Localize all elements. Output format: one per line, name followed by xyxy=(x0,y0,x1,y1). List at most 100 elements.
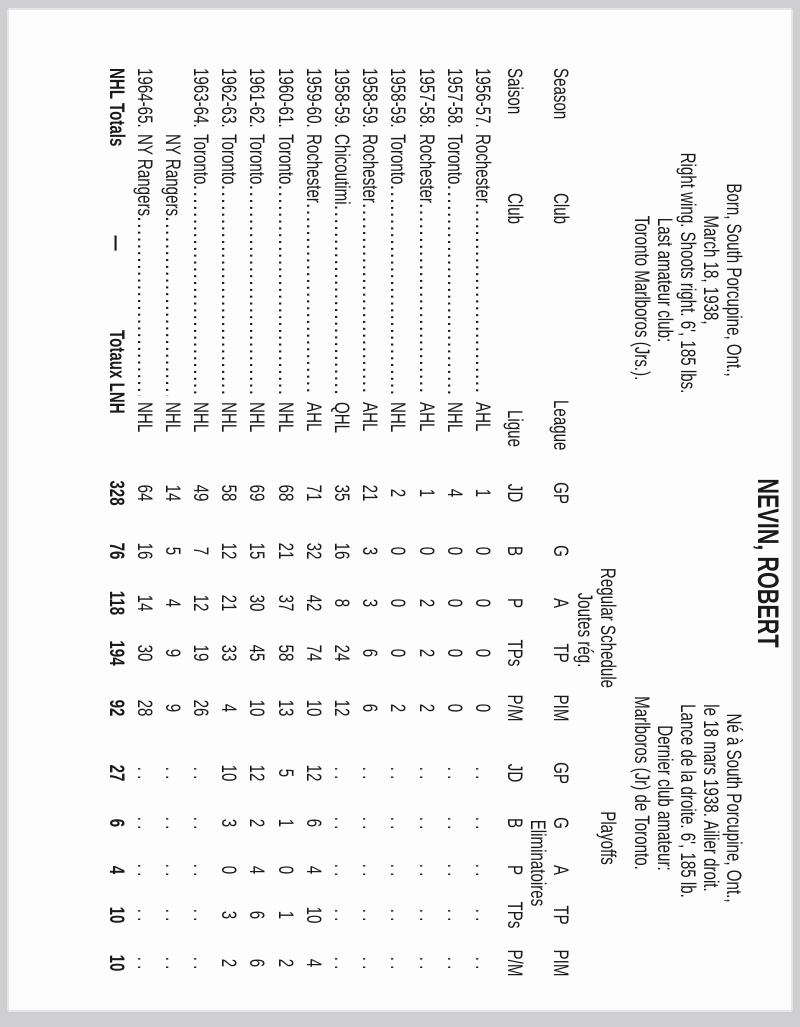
regular-header-fr-gp: JD xyxy=(503,483,526,503)
playoff-header-g: G xyxy=(549,817,572,829)
club-name: Toronto xyxy=(442,134,465,185)
playoff-tp: . . xyxy=(386,908,410,922)
playoff-tp: . . xyxy=(358,908,382,922)
regular-pim: 26 xyxy=(189,699,212,717)
dot-leader xyxy=(386,184,408,396)
playoff-gp: 12 xyxy=(245,764,269,782)
regular-a: 0 xyxy=(442,598,466,608)
playoff-g: 6 xyxy=(301,818,325,828)
playoff-a: 4 xyxy=(301,865,325,875)
club-name: Rochester xyxy=(301,134,324,203)
dot-leader xyxy=(189,184,211,396)
playoff-header-pim: PIM xyxy=(549,949,572,977)
playoff-tp: 1 xyxy=(273,910,297,920)
regular-header-tp: TP xyxy=(549,643,572,663)
regular-a: 37 xyxy=(273,594,297,612)
playoff-tp: . . xyxy=(189,908,212,922)
row-league: NHL xyxy=(245,402,269,433)
totals-regular-a: 118 xyxy=(105,590,128,616)
playoff-pim: 2 xyxy=(273,958,297,968)
regular-pim: 2 xyxy=(386,703,410,713)
regular-gp: 64 xyxy=(132,484,156,502)
playoff-tp: . . xyxy=(132,908,156,922)
regular-g: 3 xyxy=(358,546,382,556)
playoff-a: . . xyxy=(330,863,353,877)
row-season: 1964-65. xyxy=(132,68,156,128)
club-name: NY Rangers xyxy=(132,134,155,217)
row-season: 1960-61. xyxy=(273,68,297,128)
regular-g: 5 xyxy=(160,546,184,556)
playoff-gp: 5 xyxy=(273,768,297,778)
totals-playoff-g: 6 xyxy=(105,818,128,828)
playoff-header-fr-g: B xyxy=(503,817,526,829)
regular-a: 12 xyxy=(189,594,212,612)
regular-tp: 0 xyxy=(386,648,410,658)
playoff-a: . . xyxy=(358,863,382,877)
regular-pim: 4 xyxy=(217,703,241,713)
regular-tp: 74 xyxy=(301,644,325,662)
regular-pim: 13 xyxy=(273,699,297,717)
regular-tp: 33 xyxy=(217,644,241,662)
playoff-pim: . . xyxy=(160,956,184,970)
regular-pim: 28 xyxy=(132,699,156,717)
club-name: Rochester xyxy=(414,134,437,203)
regular-a: 30 xyxy=(245,594,269,612)
regular-header-fr-pim: P/M xyxy=(503,694,526,722)
header-club-fr: Club xyxy=(503,193,526,225)
header-joutes-reg: Joutes rég. xyxy=(573,592,596,668)
regular-gp: 2 xyxy=(386,488,410,498)
bio-fr-line: Lance de la droite. 6', 185 lb. xyxy=(676,704,699,898)
dot-leader xyxy=(302,203,324,396)
playoff-gp: 12 xyxy=(301,764,325,782)
regular-tp: 19 xyxy=(189,644,212,662)
playoff-gp: . . xyxy=(471,766,494,780)
playoff-tp: . . xyxy=(442,908,466,922)
playoff-pim: . . xyxy=(358,956,382,970)
regular-header-fr-g: B xyxy=(503,545,526,557)
header-club: Club xyxy=(549,193,572,225)
regular-header-fr-a: P xyxy=(503,597,526,609)
regular-tp: 30 xyxy=(132,644,156,662)
regular-g: 15 xyxy=(245,542,269,560)
regular-gp: 35 xyxy=(330,484,353,502)
row-league: NHL xyxy=(160,402,184,433)
totals-label: NHL Totals xyxy=(105,68,128,147)
playoff-a: 0 xyxy=(273,865,297,875)
regular-a: 0 xyxy=(471,598,494,608)
regular-gp: 1 xyxy=(471,488,494,498)
row-league: AHL xyxy=(471,402,494,432)
playoff-tp: . . xyxy=(330,908,353,922)
playoff-g: . . xyxy=(386,816,410,830)
card-back: NEVIN, ROBERT Born, South Porcupine, Ont… xyxy=(7,8,793,1012)
playoff-gp: . . xyxy=(358,766,382,780)
playoff-tp: 6 xyxy=(245,910,269,920)
row-league: AHL xyxy=(358,402,382,432)
row-club: Chicoutimi xyxy=(330,134,352,396)
regular-a: 2 xyxy=(414,598,438,608)
regular-gp: 49 xyxy=(189,484,212,502)
dot-leader xyxy=(471,203,493,396)
row-club: Toronto xyxy=(217,134,239,396)
regular-header-pim: PIM xyxy=(549,694,572,722)
regular-tp: 45 xyxy=(245,644,269,662)
row-season: 1958-59. xyxy=(386,68,410,128)
bio-en-line: Right wing. Shoots right. 6', 185 lbs. xyxy=(676,152,699,394)
bio-fr-line: Marlboros (Jr) de Toronto. xyxy=(630,696,653,870)
row-club: Toronto xyxy=(443,134,465,396)
playoff-tp: . . xyxy=(414,908,438,922)
regular-tp: 58 xyxy=(273,644,297,662)
row-season: 1961-62. xyxy=(245,68,269,128)
header-playoffs: Playoffs xyxy=(596,811,619,865)
regular-pim: 9 xyxy=(160,703,184,713)
row-club: NY Rangers xyxy=(161,134,183,396)
club-name: Rochester xyxy=(358,134,381,203)
row-club: Rochester xyxy=(358,134,380,396)
regular-gp: 4 xyxy=(442,488,466,498)
regular-header-a: A xyxy=(549,597,572,609)
club-name: Toronto xyxy=(217,134,240,185)
row-season: 1956-57. xyxy=(471,68,494,128)
regular-g: 12 xyxy=(217,542,241,560)
header-league: League xyxy=(549,400,572,451)
totals-playoff-tp: 10 xyxy=(105,906,128,924)
player-name: NEVIN, ROBERT xyxy=(751,478,784,648)
